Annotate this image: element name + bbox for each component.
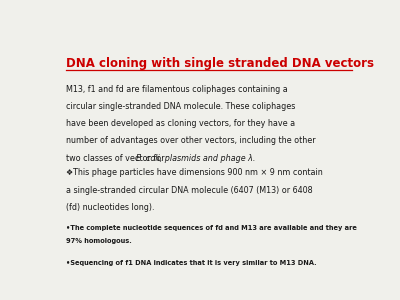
Text: E. coli, plasmids and phage λ.: E. coli, plasmids and phage λ. <box>136 154 255 163</box>
Text: •The complete nucleotide sequences of fd and M13 are available and they are: •The complete nucleotide sequences of fd… <box>66 225 356 231</box>
Text: •Sequencing of f1 DNA indicates that it is very similar to M13 DNA.: •Sequencing of f1 DNA indicates that it … <box>66 260 316 266</box>
Text: ❖This phage particles have dimensions 900 nm × 9 nm contain: ❖This phage particles have dimensions 90… <box>66 168 322 177</box>
Text: a single-stranded circular DNA molecule (6407 (M13) or 6408: a single-stranded circular DNA molecule … <box>66 186 312 195</box>
Text: M13, f1 and fd are filamentous coliphages containing a: M13, f1 and fd are filamentous coliphage… <box>66 85 287 94</box>
Text: DNA cloning with single stranded DNA vectors: DNA cloning with single stranded DNA vec… <box>66 57 374 70</box>
Text: have been developed as cloning vectors, for they have a: have been developed as cloning vectors, … <box>66 119 295 128</box>
Text: number of advantages over other vectors, including the other: number of advantages over other vectors,… <box>66 136 315 146</box>
Text: two classes of vector for: two classes of vector for <box>66 154 167 163</box>
Text: (fd) nucleotides long).: (fd) nucleotides long). <box>66 203 154 212</box>
Text: circular single-stranded DNA molecule. These coliphages: circular single-stranded DNA molecule. T… <box>66 102 295 111</box>
Text: 97% homologous.: 97% homologous. <box>66 238 131 244</box>
